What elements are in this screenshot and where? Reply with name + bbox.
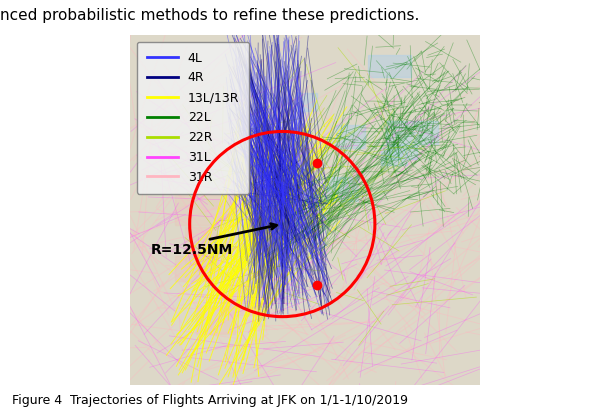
Text: nced probabilistic methods to refine these predictions.: nced probabilistic methods to refine the…: [0, 8, 420, 23]
Text: R=12.5NM: R=12.5NM: [151, 243, 234, 257]
Bar: [327, 177, 359, 201]
Bar: [273, 163, 309, 183]
Legend: 4L, 4R, 13L/13R, 22L, 22R, 31L, 31R: 4L, 4R, 13L/13R, 22L, 22R, 31L, 31R: [137, 42, 249, 194]
Bar: [336, 125, 365, 149]
Bar: [368, 55, 411, 77]
Bar: [175, 195, 236, 225]
Bar: [221, 273, 266, 315]
Bar: [296, 93, 317, 111]
Bar: [176, 256, 218, 281]
Bar: [381, 145, 406, 165]
Bar: [386, 121, 438, 144]
Text: Figure 4: Figure 4: [12, 394, 62, 407]
Bar: [387, 145, 417, 159]
Bar: [185, 226, 217, 264]
Text: Trajectories of Flights Arriving at JFK on 1/1-1/10/2019: Trajectories of Flights Arriving at JFK …: [70, 394, 408, 407]
Bar: [196, 306, 235, 334]
